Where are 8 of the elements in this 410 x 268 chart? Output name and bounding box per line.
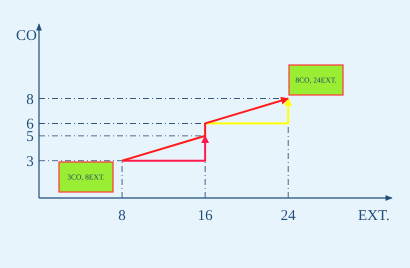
y-tick-label: 8 <box>26 92 34 108</box>
y-axis-title: CO <box>16 28 38 44</box>
x-tick-label: 24 <box>280 208 296 224</box>
y-tick-label: 3 <box>26 154 34 170</box>
y-tick-label: 5 <box>26 129 34 146</box>
x-tick-label: 16 <box>198 208 214 224</box>
x-axis-title: EXT. <box>358 208 390 224</box>
x-tick-label: 8 <box>118 208 126 224</box>
